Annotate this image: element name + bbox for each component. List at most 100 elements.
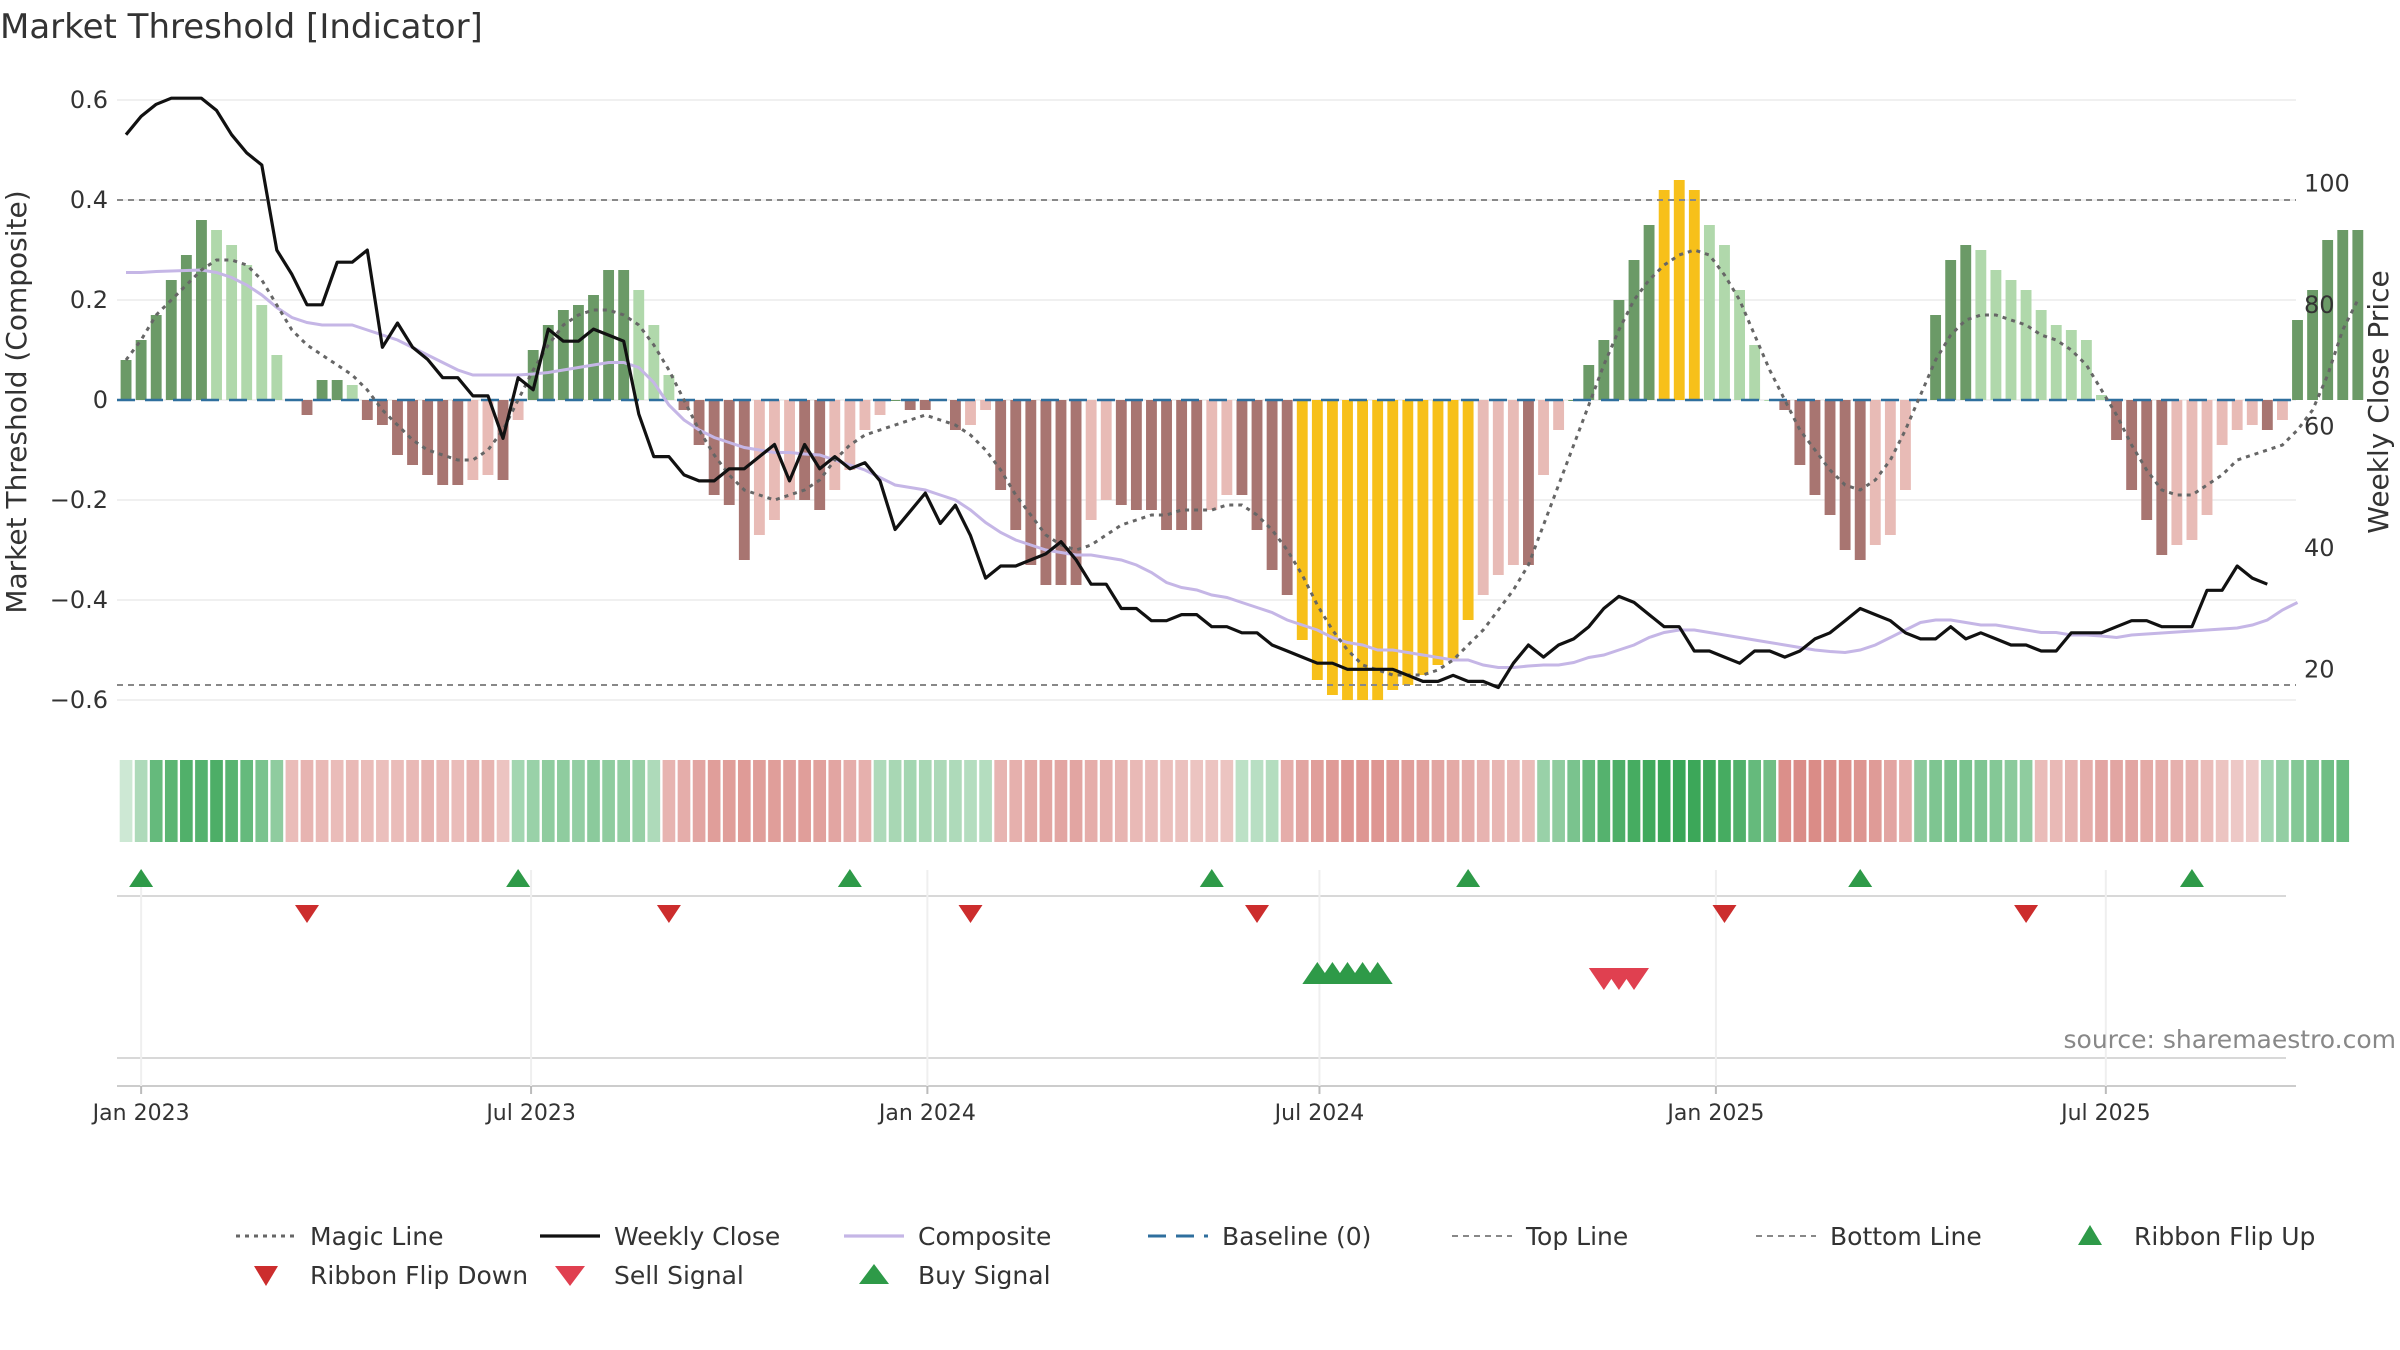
y2-tick-label: 80 (2304, 291, 2335, 319)
composite-bar (919, 400, 931, 410)
ribbon-flip-up-marker (837, 869, 862, 887)
legend-swatch (859, 1264, 889, 1284)
ribbon-cell (1627, 760, 1641, 842)
composite-bar (1794, 400, 1806, 465)
composite-bar (1115, 400, 1127, 505)
ribbon-cell (1311, 760, 1324, 842)
ribbon-strip (119, 760, 2350, 842)
buy-signal-marker (1362, 962, 1393, 984)
composite-bar (1206, 400, 1218, 510)
reference-lines (117, 199, 2296, 686)
composite-bar (1643, 225, 1655, 400)
legend-item: Top Line (1452, 1222, 1628, 1251)
composite-bar (663, 375, 675, 400)
y-tick-label: 0.4 (70, 186, 108, 214)
ribbon-cell (1446, 760, 1460, 842)
ribbon-cell (1084, 760, 1098, 842)
legend-item: Ribbon Flip Down (254, 1261, 528, 1290)
ribbon-cell (572, 760, 585, 842)
ribbon-cell (873, 760, 887, 842)
ribbon-cell (1190, 760, 1204, 842)
ribbon-cell (1371, 760, 1384, 842)
ribbon-cell (1431, 760, 1445, 842)
ribbon-cell (1491, 760, 1505, 842)
magic-line (124, 248, 2360, 677)
legend-label: Composite (918, 1222, 1051, 1251)
ribbon-cell (1250, 760, 1264, 842)
ribbon-cell (632, 760, 646, 842)
y-axis-label: Market Threshold (Composite) (0, 190, 33, 613)
ribbon-cell (1145, 760, 1158, 842)
legend-label: Magic Line (310, 1222, 444, 1251)
ribbon-cell (1401, 760, 1415, 842)
sell-signal-marker (1619, 968, 1650, 990)
y-tick-label: 0.2 (70, 286, 108, 314)
ribbon-cell (1476, 760, 1490, 842)
composite-bar (226, 245, 238, 400)
composite-bar (120, 360, 132, 400)
composite-bar (1281, 400, 1293, 595)
composite-bar (2141, 400, 2153, 520)
composite-bar (965, 400, 976, 425)
ribbon-cell (753, 760, 766, 842)
y2-tick-label: 40 (2304, 534, 2335, 562)
composite-bar (2035, 310, 2047, 400)
composite-bar (753, 400, 765, 535)
ribbon-cell (180, 760, 193, 842)
composite-bar (874, 400, 886, 415)
ribbon-cell (2276, 760, 2289, 842)
x-tick-label: Jul 2023 (484, 1101, 576, 1126)
legend-item: Ribbon Flip Up (2078, 1222, 2315, 1251)
ribbon-cell (1522, 760, 1535, 842)
composite-bar (1432, 400, 1444, 665)
ribbon-cell (1687, 760, 1701, 842)
ribbon-cell (768, 760, 781, 842)
ribbon-cell (843, 760, 857, 842)
composite-bar (588, 295, 599, 400)
composite-bar (165, 280, 177, 400)
legend-label: Ribbon Flip Up (2134, 1222, 2315, 1251)
ribbon-cell (1009, 760, 1023, 842)
ribbon-cell (360, 760, 374, 842)
signal-panels (117, 870, 2296, 1087)
composite-bar (316, 380, 328, 400)
ribbon-cell (2200, 760, 2214, 842)
ribbon-cell (526, 760, 540, 842)
ribbon-cell (195, 760, 208, 842)
ribbon-cell (858, 760, 872, 842)
ribbon-cell (330, 760, 344, 842)
ribbon-cell (888, 760, 902, 842)
ribbon-cell (964, 760, 977, 842)
legend-swatch (2078, 1225, 2102, 1245)
composite-bar (799, 400, 811, 500)
ribbon-cell (617, 760, 631, 842)
ribbon-cell (134, 760, 148, 842)
ribbon-cell (903, 760, 917, 842)
ribbon-cell (1838, 760, 1852, 842)
ribbon-cell (391, 760, 404, 842)
composite-bar (1673, 180, 1685, 400)
composite-bar (1025, 400, 1037, 565)
composite-bar (1010, 400, 1022, 530)
composite-bar (859, 400, 871, 430)
y2-tick-label: 20 (2304, 655, 2335, 683)
ribbon-cell (737, 760, 751, 842)
ribbon-cell (2080, 760, 2093, 842)
y-tick-label: 0 (93, 386, 108, 414)
composite-bar (889, 400, 901, 401)
ribbon-cell (662, 760, 676, 842)
ribbon-cell (1989, 760, 2003, 842)
composite-bar (784, 400, 795, 500)
composite-bar (678, 400, 690, 410)
composite-bar (1975, 250, 1987, 400)
ribbon-cell (1054, 760, 1068, 842)
composite-bar (2020, 290, 2032, 400)
ribbon-cell (451, 760, 465, 842)
y-tick-label: −0.4 (50, 586, 108, 614)
composite-bar (723, 400, 735, 505)
ribbon-cell (1537, 760, 1550, 842)
ribbon-cell (164, 760, 178, 842)
x-tick-label: Jan 2025 (1665, 1101, 1764, 1126)
legend-swatch (555, 1266, 585, 1286)
ribbon-cell (1024, 760, 1038, 842)
